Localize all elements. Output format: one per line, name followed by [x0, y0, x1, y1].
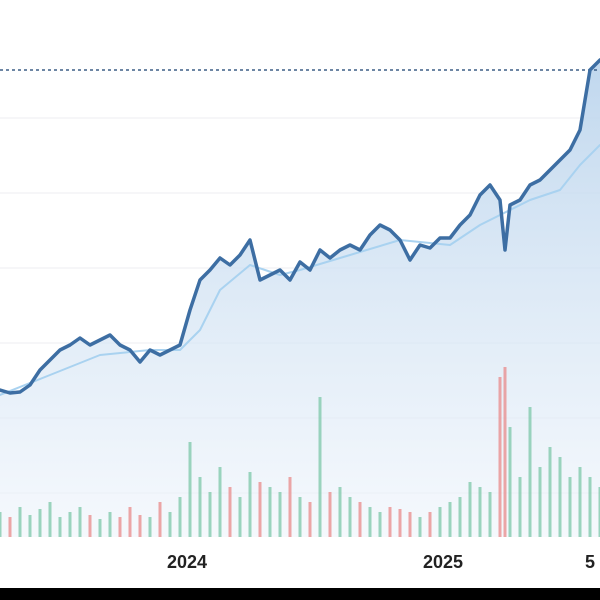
volume-bar — [88, 515, 92, 537]
volume-bar — [298, 497, 302, 537]
volume-bar — [318, 397, 322, 537]
volume-bar — [218, 467, 222, 537]
volume-bar — [418, 517, 422, 537]
volume-bar — [118, 517, 122, 537]
volume-bar — [538, 467, 542, 537]
volume-bar — [138, 515, 142, 537]
bottom-bar — [0, 588, 600, 600]
volume-bar — [18, 507, 22, 537]
volume-bar — [58, 517, 62, 537]
volume-bar — [438, 507, 442, 537]
volume-bar — [128, 507, 132, 537]
volume-bar — [38, 509, 42, 537]
volume-bar — [198, 477, 202, 537]
volume-bar — [488, 492, 492, 537]
volume-bar — [158, 502, 162, 537]
volume-bar — [588, 477, 592, 537]
volume-bar — [188, 442, 192, 537]
x-tick-label: 2025 — [423, 552, 463, 572]
volume-bar — [258, 482, 262, 537]
volume-bar — [448, 502, 452, 537]
volume-bar — [398, 509, 402, 537]
volume-bar — [558, 457, 562, 537]
volume-bar — [148, 517, 152, 537]
volume-bar — [378, 512, 382, 537]
area — [0, 60, 600, 537]
volume-bar — [518, 477, 522, 537]
volume-bar — [578, 467, 582, 537]
volume-bar — [428, 512, 432, 537]
volume-bar — [358, 502, 362, 537]
volume-bar — [503, 367, 507, 537]
volume-bar — [28, 515, 32, 537]
volume-bar — [238, 497, 242, 537]
volume-bar — [388, 507, 392, 537]
volume-bar — [278, 492, 282, 537]
x-tick-label: 5 — [585, 552, 595, 572]
volume-bar — [568, 477, 572, 537]
volume-bar — [478, 487, 482, 537]
volume-bar — [98, 519, 102, 537]
volume-bar — [48, 502, 52, 537]
volume-bar — [0, 512, 2, 537]
volume-bar — [68, 512, 72, 537]
volume-bar — [328, 492, 332, 537]
volume-bar — [308, 502, 312, 537]
volume-bar — [408, 512, 412, 537]
volume-bar — [8, 517, 12, 537]
volume-bar — [468, 482, 472, 537]
price-line — [0, 58, 600, 395]
volume-bar — [528, 407, 532, 537]
volume-bar — [268, 487, 272, 537]
volume-bar — [368, 507, 372, 537]
volume-bar — [348, 497, 352, 537]
volume-bar — [458, 497, 462, 537]
volume-bar — [598, 487, 600, 537]
volume-bar — [548, 447, 552, 537]
volume-bar — [108, 512, 112, 537]
volume-bar — [508, 427, 512, 537]
volume-bar — [498, 377, 502, 537]
volume-bar — [178, 497, 182, 537]
volume-bar — [168, 512, 172, 537]
volume-bar — [78, 507, 82, 537]
volume-bar — [338, 487, 342, 537]
volume-bar — [288, 477, 292, 537]
volume-bar — [208, 492, 212, 537]
volume-bar — [248, 472, 252, 537]
x-tick-label: 2024 — [167, 552, 207, 572]
volume-bar — [228, 487, 232, 537]
